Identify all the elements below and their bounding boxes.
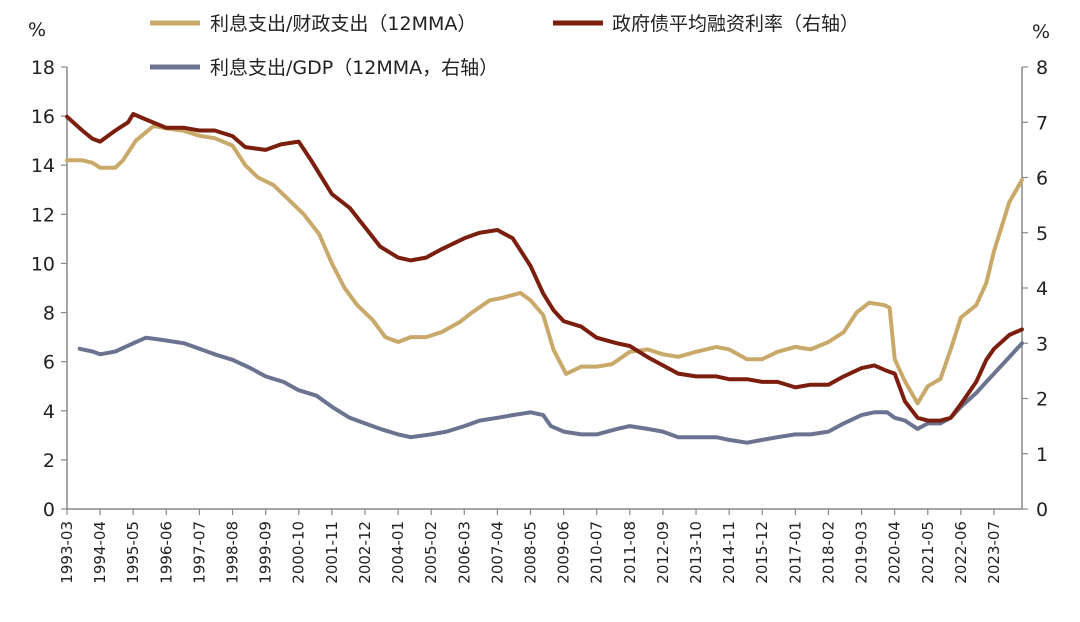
x-tick-label: 1996-06 <box>157 521 175 584</box>
series-line-2 <box>77 335 1024 445</box>
legend-label-interest-gdp: 利息支出/GDP（12MMA，右轴） <box>210 57 498 79</box>
x-tick-label: 2004-01 <box>389 521 407 584</box>
x-tick-label: 2000-10 <box>290 521 308 584</box>
right-tick-label: 5 <box>1036 223 1048 245</box>
right-axis-unit: % <box>1032 21 1050 43</box>
left-tick-label: 2 <box>43 450 55 472</box>
right-tick-label: 7 <box>1036 112 1048 134</box>
right-tick-label: 3 <box>1036 333 1048 355</box>
x-tick-label: 1998-08 <box>224 521 242 584</box>
left-tick-label: 16 <box>31 106 55 128</box>
x-tick-label: 2011-08 <box>621 521 639 584</box>
x-tick-label: 2023-07 <box>985 521 1003 584</box>
x-tick-label: 1997-07 <box>190 521 208 584</box>
right-tick-label: 6 <box>1036 168 1048 190</box>
legend-item-interest-gdp: 利息支出/GDP（12MMA，右轴） <box>150 57 498 79</box>
x-tick-label: 2007-04 <box>488 521 506 584</box>
right-tick-label: 1 <box>1036 444 1048 466</box>
left-tick-label: 6 <box>43 352 55 374</box>
left-tick-label: 0 <box>43 499 55 521</box>
right-tick-label: 8 <box>1036 57 1048 79</box>
legend-item-govbond-rate: 政府债平均融资利率（右轴） <box>553 13 859 35</box>
left-tick-label: 4 <box>43 401 55 423</box>
right-tick-label: 0 <box>1036 499 1048 521</box>
x-tick-label: 2010-07 <box>588 521 606 584</box>
series-lines <box>65 112 1024 445</box>
x-tick-label: 2020-04 <box>886 521 904 584</box>
x-tick-label: 1995-05 <box>124 521 142 584</box>
x-tick-label: 2001-11 <box>323 521 341 584</box>
x-tick-label: 2021-05 <box>919 521 937 584</box>
x-tick-label: 2017-01 <box>786 521 804 584</box>
x-tick-label: 2005-02 <box>422 521 440 584</box>
left-tick-label: 10 <box>31 253 55 275</box>
x-tick-label: 2012-09 <box>654 521 672 584</box>
x-tick-label: 1993-03 <box>58 521 76 584</box>
x-tick-label: 2018-02 <box>819 521 837 584</box>
legend-label-govbond-rate: 政府债平均融资利率（右轴） <box>612 13 859 35</box>
x-tick-label: 2009-06 <box>555 521 573 584</box>
left-tick-label: 8 <box>43 303 55 325</box>
left-tick-label: 14 <box>31 155 55 177</box>
legend-item-interest-fiscal: 利息支出/财政支出（12MMA） <box>150 13 476 35</box>
left-tick-label: 18 <box>31 57 55 79</box>
left-tick-label: 12 <box>31 204 55 226</box>
series-line-1 <box>65 112 1024 423</box>
series-line-0 <box>65 123 1024 406</box>
x-tick-label: 2002-12 <box>356 521 374 584</box>
x-tick-label: 2015-12 <box>753 521 771 584</box>
x-tick-label: 1999-09 <box>257 521 275 584</box>
x-tick-label: 2022-06 <box>952 521 970 584</box>
x-tick-label: 2006-03 <box>455 521 473 584</box>
x-tick-label: 2008-05 <box>521 521 539 584</box>
x-tick-label: 2013-10 <box>687 521 705 584</box>
x-tick-label: 2014-11 <box>720 521 738 584</box>
legend-label-interest-fiscal: 利息支出/财政支出（12MMA） <box>210 13 476 35</box>
x-tick-label: 1994-04 <box>91 521 109 584</box>
x-tick-label: 2019-03 <box>853 521 871 584</box>
left-axis-unit: % <box>28 19 46 41</box>
right-tick-label: 4 <box>1036 278 1048 300</box>
legend: 利息支出/财政支出（12MMA） 政府债平均融资利率（右轴） 利息支出/GDP（… <box>150 13 859 79</box>
right-tick-label: 2 <box>1036 389 1048 411</box>
